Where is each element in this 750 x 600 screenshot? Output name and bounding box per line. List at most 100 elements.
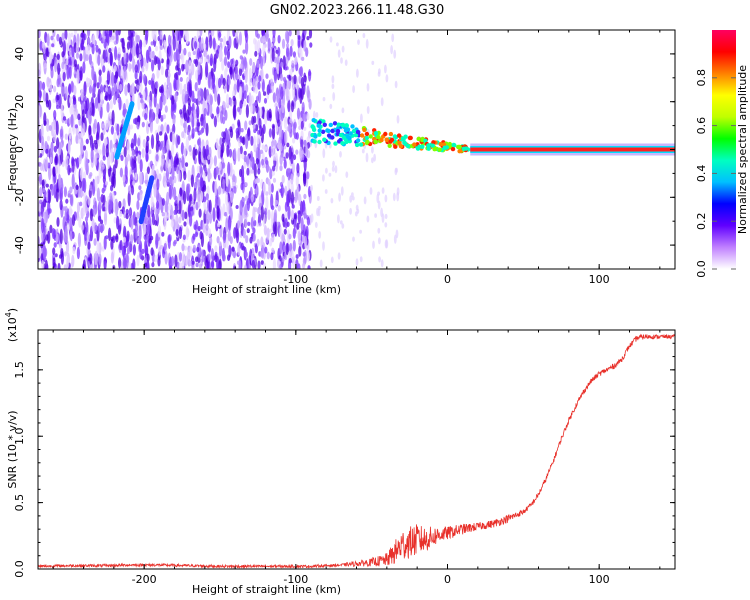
transition-mark bbox=[354, 142, 360, 148]
snr-series-line bbox=[38, 333, 675, 569]
noise-mark bbox=[148, 149, 152, 155]
noise-mark bbox=[306, 171, 310, 180]
noise-mark bbox=[249, 236, 253, 244]
noise-mark bbox=[82, 122, 86, 136]
noise-mark bbox=[168, 43, 172, 57]
noise-mark bbox=[171, 143, 175, 156]
spectrogram-x-axis-title: Height of straight line (km) bbox=[192, 283, 341, 296]
transition-mark bbox=[322, 122, 327, 128]
noise-mark bbox=[168, 82, 172, 98]
noise-mark bbox=[377, 200, 381, 210]
noise-mark bbox=[40, 123, 44, 140]
noise-mark bbox=[158, 173, 162, 182]
noise-mark bbox=[246, 228, 250, 234]
noise-mark bbox=[145, 62, 149, 72]
noise-mark bbox=[194, 82, 198, 92]
noise-mark bbox=[79, 53, 83, 62]
noise-mark bbox=[251, 259, 255, 269]
noise-mark bbox=[239, 85, 243, 101]
noise-mark bbox=[238, 259, 242, 269]
noise-mark bbox=[178, 251, 183, 262]
noise-mark bbox=[77, 113, 81, 121]
noise-mark bbox=[133, 118, 137, 125]
noise-mark bbox=[196, 165, 200, 174]
noise-mark bbox=[303, 39, 307, 52]
snr-y-multiplier-close: ) bbox=[6, 308, 19, 312]
noise-mark bbox=[115, 71, 119, 79]
noise-mark bbox=[223, 56, 228, 67]
noise-mark bbox=[64, 86, 68, 99]
noise-mark bbox=[200, 181, 204, 188]
noise-mark bbox=[186, 129, 190, 136]
noise-mark bbox=[295, 149, 299, 155]
noise-mark bbox=[384, 194, 388, 203]
noise-mark bbox=[264, 156, 268, 164]
noise-mark bbox=[151, 73, 155, 81]
noise-mark bbox=[192, 50, 196, 56]
noise-mark bbox=[143, 262, 148, 268]
noise-mark bbox=[205, 193, 209, 201]
transition-mark bbox=[336, 139, 342, 144]
noise-mark bbox=[267, 166, 271, 171]
noise-mark bbox=[161, 231, 165, 237]
noise-mark bbox=[198, 208, 202, 218]
transition-mark bbox=[340, 141, 345, 146]
noise-mark bbox=[371, 157, 374, 164]
transition-mark bbox=[311, 125, 316, 130]
noise-mark bbox=[67, 139, 71, 155]
noise-mark bbox=[284, 30, 289, 42]
noise-mark bbox=[183, 221, 187, 227]
noise-mark bbox=[168, 184, 172, 200]
noise-mark bbox=[363, 196, 367, 205]
noise-mark bbox=[289, 45, 293, 57]
noise-mark bbox=[315, 112, 319, 118]
noise-mark bbox=[144, 112, 148, 121]
noise-mark bbox=[215, 138, 219, 149]
noise-mark bbox=[91, 65, 95, 81]
noise-mark bbox=[267, 37, 271, 52]
transition-mark bbox=[376, 134, 381, 140]
noise-mark bbox=[225, 172, 229, 188]
noise-mark bbox=[279, 263, 283, 269]
transition-mark bbox=[317, 128, 322, 133]
noise-mark bbox=[96, 241, 100, 256]
noise-mark bbox=[104, 181, 108, 186]
noise-mark bbox=[221, 131, 225, 138]
noise-mark bbox=[59, 243, 63, 249]
noise-mark bbox=[95, 30, 100, 39]
noise-mark bbox=[143, 39, 147, 48]
noise-mark bbox=[217, 93, 221, 106]
noise-mark bbox=[218, 258, 222, 269]
transition-mark bbox=[383, 131, 388, 137]
noise-mark bbox=[134, 172, 138, 181]
snr-x-tick-label: 100 bbox=[589, 573, 610, 586]
noise-mark bbox=[56, 137, 60, 150]
noise-mark bbox=[206, 95, 210, 104]
noise-mark bbox=[133, 133, 137, 147]
noise-mark bbox=[288, 30, 292, 37]
noise-mark bbox=[391, 33, 395, 43]
noise-mark bbox=[132, 258, 136, 269]
noise-mark bbox=[61, 61, 65, 70]
noise-mark bbox=[235, 229, 240, 244]
transition-mark bbox=[340, 122, 346, 128]
noise-mark bbox=[247, 221, 251, 226]
noise-mark bbox=[111, 30, 116, 44]
noise-mark bbox=[192, 244, 196, 252]
noise-mark bbox=[38, 30, 41, 39]
noise-mark bbox=[294, 195, 298, 204]
noise-mark bbox=[173, 209, 177, 216]
carrier-line bbox=[470, 147, 675, 152]
noise-mark bbox=[117, 47, 121, 55]
noise-mark bbox=[45, 47, 49, 57]
transition-mark bbox=[313, 134, 318, 139]
noise-mark bbox=[164, 200, 168, 213]
noise-mark bbox=[138, 224, 142, 241]
noise-mark bbox=[159, 96, 163, 111]
noise-mark bbox=[277, 258, 281, 269]
noise-mark bbox=[181, 93, 186, 102]
noise-mark bbox=[287, 205, 291, 220]
noise-mark bbox=[303, 173, 307, 187]
transition-mark bbox=[450, 146, 456, 152]
noise-mark bbox=[237, 106, 241, 113]
